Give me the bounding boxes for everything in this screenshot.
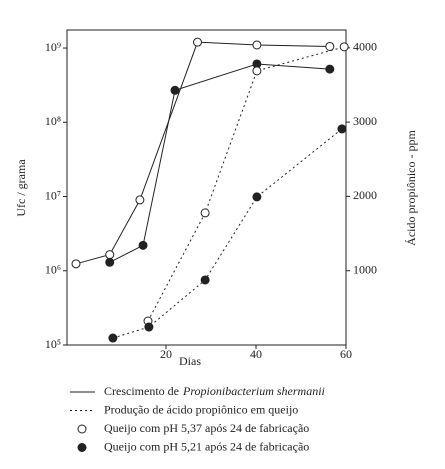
y2-tick-label: 1000 [353, 262, 377, 276]
y-tick-label: 10⁸ [45, 114, 61, 128]
x-tick-label: 20 [160, 347, 172, 361]
y-tick-label: 10⁷ [45, 188, 61, 202]
data-point [105, 250, 115, 260]
y2-tick-label: 3000 [353, 114, 377, 128]
data-point [252, 40, 262, 50]
data-point [105, 257, 115, 267]
series-line [109, 63, 330, 263]
legend-label: Crescimento de Propionibacterium shermani… [104, 384, 325, 398]
y2-tick-label: 4000 [353, 40, 377, 54]
data-point [144, 322, 154, 332]
data-point [325, 41, 335, 51]
data-point [200, 275, 210, 285]
series-line [75, 41, 330, 265]
y-tick-label: 10⁶ [45, 263, 61, 277]
data-point [71, 259, 81, 269]
data-point [108, 333, 118, 343]
series-line [147, 46, 345, 322]
x-tick-label: 60 [340, 347, 352, 361]
legend-text: Crescimento de [104, 384, 179, 398]
data-point [135, 195, 145, 205]
legend-marker [77, 443, 87, 452]
plot-frame [66, 29, 347, 346]
legend-label: Produção de ácido propiônico em queijo [104, 402, 298, 416]
y2-axis-label: Ácido propiônico - ppm [404, 130, 418, 246]
data-point [138, 240, 148, 250]
data-point [200, 208, 210, 218]
data-point [252, 192, 262, 202]
legend-italic: Propionibacterium shermanii [182, 384, 325, 398]
y-tick-label: 10⁹ [45, 40, 61, 54]
data-point [339, 42, 349, 52]
legend-text: Queijo com pH 5,37 após 24 de fabricação [104, 421, 309, 435]
data-point [337, 124, 347, 134]
data-point [193, 37, 202, 47]
x-axis-label: Dias [179, 354, 201, 368]
legend-text: Queijo com pH 5,21 após 24 de fabricação [104, 439, 309, 453]
x-tick-label: 40 [250, 347, 262, 361]
y2-tick-label: 2000 [353, 188, 377, 202]
data-point [170, 85, 180, 95]
legend-text: Produção de ácido propiônico em queijo [104, 402, 298, 416]
legend-label: Queijo com pH 5,37 após 24 de fabricação [104, 421, 309, 435]
legend-marker [77, 424, 87, 434]
y-tick-label: 10⁵ [45, 337, 61, 351]
data-point [252, 66, 262, 76]
legend-label: Queijo com pH 5,21 após 24 de fabricação [104, 439, 309, 453]
series-line [112, 128, 343, 339]
y-axis-label: Ufc / grama [14, 159, 28, 217]
data-point [325, 64, 335, 74]
